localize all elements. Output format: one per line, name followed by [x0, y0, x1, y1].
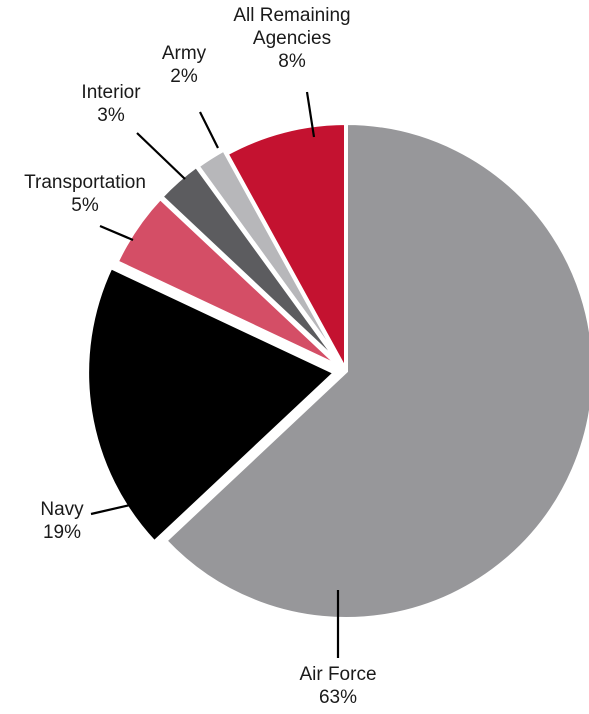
pie-slices [85, 120, 589, 621]
pie-slice-all-remaining [223, 120, 348, 372]
slice-name-air-force: Air Force [299, 664, 376, 685]
slice-label-air-force: Air Force 63% [299, 664, 376, 708]
slice-name-army: Army [162, 43, 207, 64]
leader-line-army [199, 111, 219, 149]
slice-value-air-force: 63% [319, 687, 357, 708]
slice-name-all-remaining: Agencies [253, 28, 331, 49]
pie-slice-navy [85, 264, 339, 546]
slice-name-all-remaining: All Remaining [233, 5, 350, 26]
leader-line-interior [136, 132, 186, 180]
slice-name-interior: Interior [81, 82, 141, 103]
slice-value-army: 2% [170, 66, 198, 87]
slice-name-navy: Navy [40, 499, 84, 520]
slice-label-transportation: Transportation 5% [24, 172, 146, 216]
pie-slice-air-force [162, 120, 589, 621]
leader-line-transportation [99, 224, 134, 242]
slice-label-army: Army 2% [162, 43, 207, 87]
leader-line-all-remaining [305, 91, 316, 138]
slice-label-interior: Interior 3% [81, 82, 141, 126]
slice-value-interior: 3% [97, 105, 125, 126]
pie-slice-army [194, 146, 346, 368]
slice-labels: Air Force 63% Navy 19% Transportation 5% Inter… [24, 5, 376, 708]
slice-value-transportation: 5% [71, 195, 99, 216]
slice-name-transportation: Transportation [24, 172, 146, 193]
slice-label-navy: Navy 19% [40, 499, 84, 543]
leader-line-navy [90, 503, 131, 516]
slice-value-all-remaining: 8% [278, 51, 306, 72]
leader-lines [90, 91, 340, 658]
slice-value-navy: 19% [43, 522, 81, 543]
slice-label-all-remaining: All Remaining Agencies 8% [233, 5, 350, 72]
